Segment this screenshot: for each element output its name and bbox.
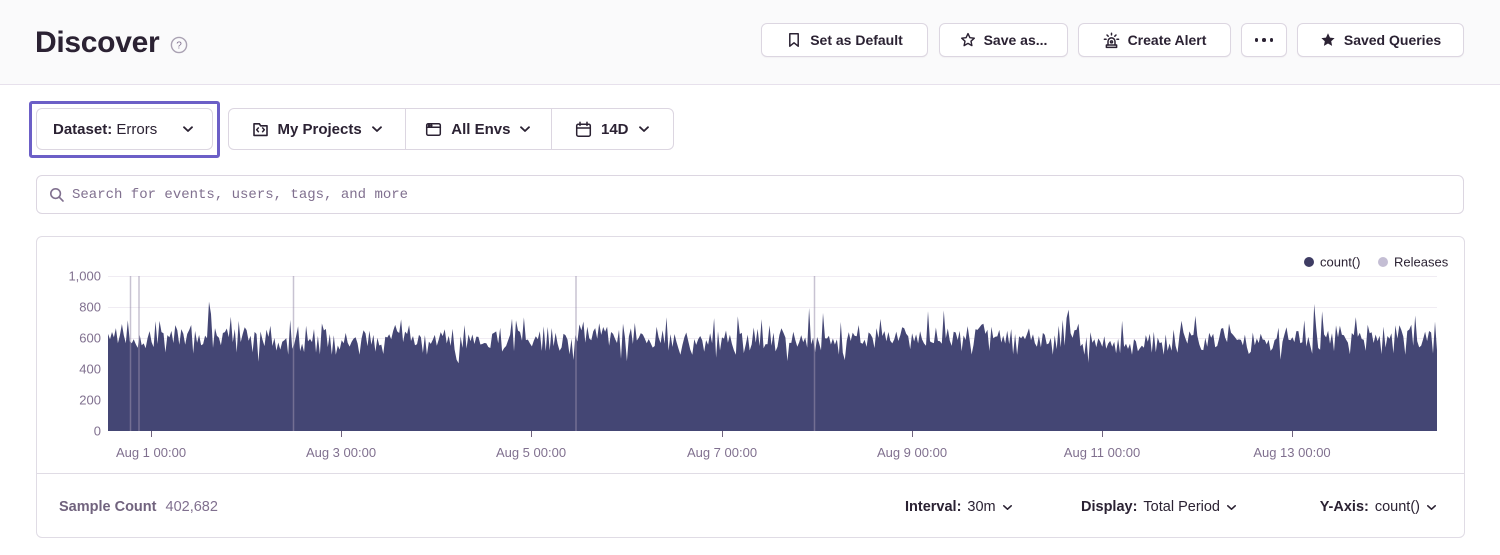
svg-text:count(): count() xyxy=(1320,255,1360,270)
svg-text:Aug 5 00:00: Aug 5 00:00 xyxy=(496,445,566,460)
svg-text:200: 200 xyxy=(79,393,101,408)
svg-text:800: 800 xyxy=(79,300,101,315)
svg-text:Aug 3 00:00: Aug 3 00:00 xyxy=(306,445,376,460)
svg-text:Aug 9 00:00: Aug 9 00:00 xyxy=(877,445,947,460)
svg-text:?: ? xyxy=(176,41,182,52)
svg-text:Aug 11 00:00: Aug 11 00:00 xyxy=(1064,445,1140,460)
svg-text:400: 400 xyxy=(79,362,101,377)
svg-text:Aug 13 00:00: Aug 13 00:00 xyxy=(1253,445,1330,460)
svg-text:0: 0 xyxy=(94,424,101,439)
svg-text:Aug 1 00:00: Aug 1 00:00 xyxy=(116,445,186,460)
svg-text:Aug 7 00:00: Aug 7 00:00 xyxy=(687,445,757,460)
svg-text:Releases: Releases xyxy=(1394,255,1449,270)
svg-text:1,000: 1,000 xyxy=(68,269,101,284)
svg-text:600: 600 xyxy=(79,331,101,346)
